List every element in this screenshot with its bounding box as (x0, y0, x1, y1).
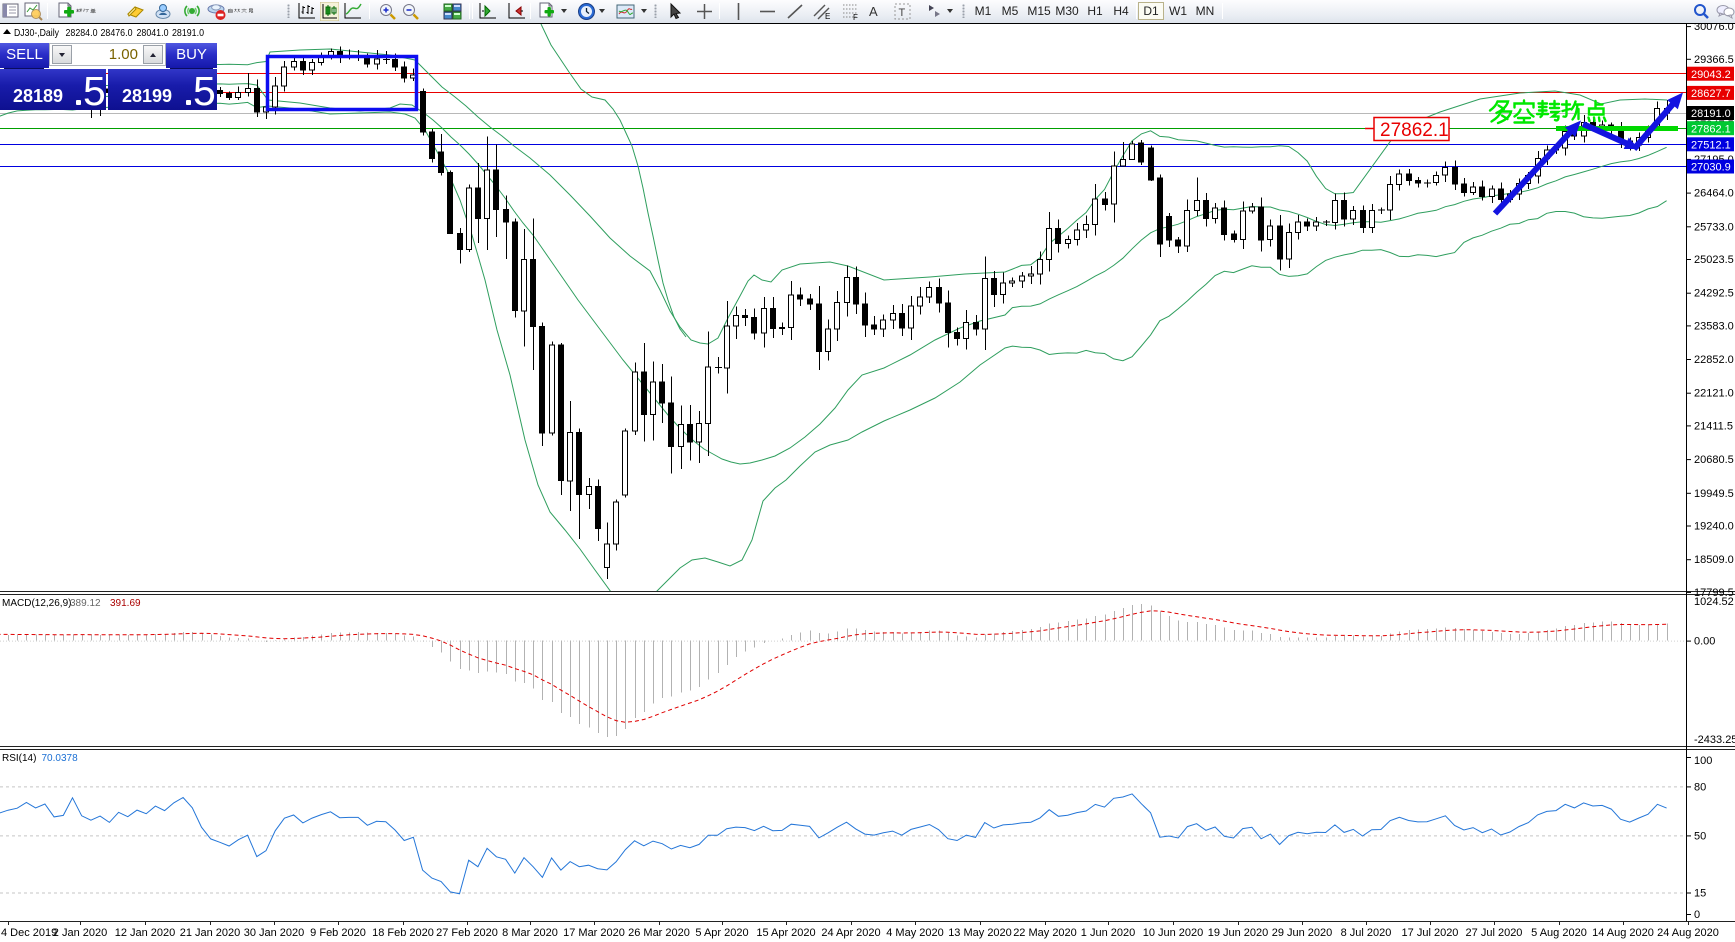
svg-text:1 Jun 2020: 1 Jun 2020 (1081, 927, 1135, 939)
svg-text:24 Apr 2020: 24 Apr 2020 (821, 927, 880, 939)
svg-text:20680.5: 20680.5 (1694, 454, 1734, 466)
svg-text:10 Jun 2020: 10 Jun 2020 (1143, 927, 1204, 939)
svg-text:29366.5: 29366.5 (1694, 54, 1734, 66)
svg-text:17 Jul 2020: 17 Jul 2020 (1402, 927, 1459, 939)
svg-text:RSI(14): RSI(14) (2, 753, 36, 764)
svg-text:26 Mar 2020: 26 Mar 2020 (628, 927, 690, 939)
svg-text:80: 80 (1694, 781, 1706, 793)
svg-text:0: 0 (1694, 909, 1700, 921)
svg-text:28191.0: 28191.0 (172, 27, 204, 39)
svg-text:T: T (899, 7, 906, 19)
svg-text:24 Aug 2020: 24 Aug 2020 (1657, 927, 1719, 939)
svg-text:15 Apr 2020: 15 Apr 2020 (756, 927, 815, 939)
svg-text:F: F (853, 13, 858, 21)
svg-text:28627.7: 28627.7 (1691, 88, 1731, 100)
svg-text:17799.5: 17799.5 (1694, 587, 1734, 599)
svg-text:8 Jul 2020: 8 Jul 2020 (1341, 927, 1392, 939)
svg-text:27 Jul 2020: 27 Jul 2020 (1466, 927, 1523, 939)
svg-text:25733.0: 25733.0 (1694, 221, 1734, 233)
svg-text:391.69: 391.69 (110, 598, 141, 609)
svg-text:389.12: 389.12 (70, 598, 101, 609)
svg-text:0.00: 0.00 (1694, 636, 1715, 648)
svg-text:DJ30-,Daily: DJ30-,Daily (14, 27, 60, 39)
svg-text:22121.0: 22121.0 (1694, 388, 1734, 400)
svg-text:5 Apr 2020: 5 Apr 2020 (695, 927, 748, 939)
svg-text:12 Jan 2020: 12 Jan 2020 (115, 927, 176, 939)
svg-text:E: E (825, 12, 830, 21)
svg-text:100: 100 (1694, 755, 1712, 767)
svg-text:27862.1: 27862.1 (1380, 120, 1449, 141)
svg-text:28191.0: 28191.0 (1691, 108, 1731, 120)
svg-text:14 Aug 2020: 14 Aug 2020 (1592, 927, 1654, 939)
svg-text:15: 15 (1694, 888, 1706, 900)
svg-text:19 Jun 2020: 19 Jun 2020 (1208, 927, 1269, 939)
svg-text:27862.1: 27862.1 (1691, 123, 1731, 135)
svg-text:18509.0: 18509.0 (1694, 554, 1734, 566)
svg-text:70.0378: 70.0378 (42, 753, 79, 764)
svg-text:13 May 2020: 13 May 2020 (948, 927, 1012, 939)
svg-text:22852.0: 22852.0 (1694, 354, 1734, 366)
svg-text:17 Mar 2020: 17 Mar 2020 (563, 927, 625, 939)
svg-text:5 Aug 2020: 5 Aug 2020 (1531, 927, 1587, 939)
svg-text:4 Dec 2019: 4 Dec 2019 (1, 927, 57, 939)
svg-text:30 Jan 2020: 30 Jan 2020 (244, 927, 305, 939)
svg-text:19240.0: 19240.0 (1694, 521, 1734, 533)
svg-text:21 Jan 2020: 21 Jan 2020 (180, 927, 241, 939)
svg-text:-2433.25: -2433.25 (1694, 734, 1735, 746)
svg-text:8 Mar 2020: 8 Mar 2020 (502, 927, 558, 939)
svg-text:28041.0: 28041.0 (137, 27, 169, 39)
svg-text:18 Feb 2020: 18 Feb 2020 (372, 927, 434, 939)
svg-text:25023.5: 25023.5 (1694, 254, 1734, 266)
svg-text:27030.9: 27030.9 (1691, 162, 1731, 174)
svg-text:50: 50 (1694, 830, 1706, 842)
svg-text:27512.1: 27512.1 (1691, 140, 1731, 152)
svg-text:9 Feb 2020: 9 Feb 2020 (310, 927, 366, 939)
svg-text:1024.52: 1024.52 (1694, 596, 1734, 608)
svg-text:19949.5: 19949.5 (1694, 488, 1734, 500)
svg-text:2 Jan 2020: 2 Jan 2020 (53, 927, 107, 939)
svg-text:29 Jun 2020: 29 Jun 2020 (1272, 927, 1333, 939)
svg-text:27 Feb 2020: 27 Feb 2020 (436, 927, 498, 939)
svg-text:MACD(12,26,9): MACD(12,26,9) (2, 598, 71, 609)
svg-text:28284.0: 28284.0 (66, 27, 98, 39)
svg-text:30076.0: 30076.0 (1694, 21, 1734, 33)
svg-text:23583.0: 23583.0 (1694, 320, 1734, 332)
svg-text:26464.0: 26464.0 (1694, 188, 1734, 200)
svg-text:4 May 2020: 4 May 2020 (886, 927, 943, 939)
svg-text:28476.0: 28476.0 (101, 27, 133, 39)
svg-text:21411.5: 21411.5 (1694, 420, 1733, 432)
svg-text:24292.5: 24292.5 (1694, 288, 1734, 300)
svg-text:22 May 2020: 22 May 2020 (1013, 927, 1077, 939)
svg-text:29043.2: 29043.2 (1691, 69, 1731, 81)
